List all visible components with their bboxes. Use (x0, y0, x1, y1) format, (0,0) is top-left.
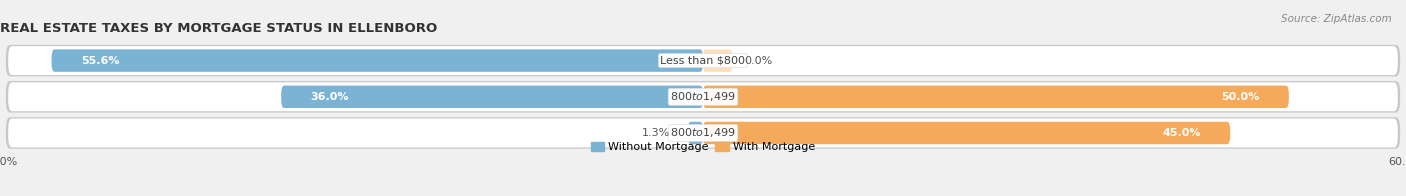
Text: $800 to $1,499: $800 to $1,499 (671, 90, 735, 103)
Text: 1.3%: 1.3% (643, 128, 671, 138)
FancyBboxPatch shape (6, 81, 1400, 113)
Text: 50.0%: 50.0% (1222, 92, 1260, 102)
Text: 45.0%: 45.0% (1163, 128, 1201, 138)
Text: Source: ZipAtlas.com: Source: ZipAtlas.com (1281, 14, 1392, 24)
Text: 36.0%: 36.0% (311, 92, 349, 102)
FancyBboxPatch shape (8, 119, 1398, 147)
FancyBboxPatch shape (52, 49, 703, 72)
FancyBboxPatch shape (281, 86, 703, 108)
FancyBboxPatch shape (6, 117, 1400, 149)
FancyBboxPatch shape (8, 46, 1398, 75)
Text: Less than $800: Less than $800 (661, 56, 745, 66)
FancyBboxPatch shape (703, 49, 733, 72)
FancyBboxPatch shape (703, 122, 1230, 144)
FancyBboxPatch shape (703, 86, 1289, 108)
Text: REAL ESTATE TAXES BY MORTGAGE STATUS IN ELLENBORO: REAL ESTATE TAXES BY MORTGAGE STATUS IN … (0, 22, 437, 35)
FancyBboxPatch shape (6, 45, 1400, 76)
Text: $800 to $1,499: $800 to $1,499 (671, 126, 735, 140)
FancyBboxPatch shape (8, 82, 1398, 111)
Legend: Without Mortgage, With Mortgage: Without Mortgage, With Mortgage (586, 137, 820, 157)
FancyBboxPatch shape (688, 122, 703, 144)
Text: 0.0%: 0.0% (744, 56, 772, 66)
Text: 55.6%: 55.6% (82, 56, 120, 66)
